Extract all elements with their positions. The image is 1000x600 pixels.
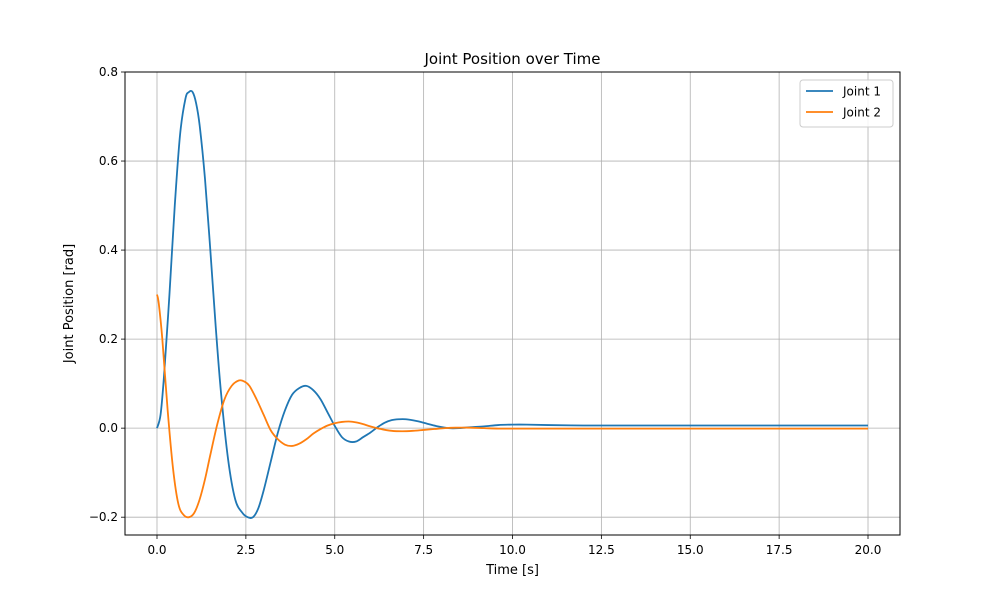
y-tick-label: 0.6 bbox=[99, 154, 118, 168]
x-tick-label: 15.0 bbox=[677, 543, 704, 557]
x-axis-ticks: 0.0 2.5 5.0 7.5 10.0 12.5 15.0 17.5 20.0 bbox=[147, 535, 881, 557]
x-tick-label: 17.5 bbox=[766, 543, 793, 557]
series-lines bbox=[156, 90, 868, 519]
y-tick-label: −0.2 bbox=[89, 510, 118, 524]
legend-label-joint-2: Joint 2 bbox=[842, 106, 881, 120]
x-tick-label: 20.0 bbox=[855, 543, 882, 557]
x-tick-label: 10.0 bbox=[499, 543, 526, 557]
x-tick-label: 7.5 bbox=[414, 543, 433, 557]
x-axis-label: Time [s] bbox=[485, 563, 539, 578]
x-tick-label: 2.5 bbox=[236, 543, 255, 557]
series-line-joint-2 bbox=[156, 294, 868, 519]
legend: Joint 1 Joint 2 bbox=[799, 79, 894, 128]
y-tick-label: 0.0 bbox=[99, 421, 118, 435]
y-axis-ticks: −0.2 0.0 0.2 0.4 0.6 0.8 bbox=[89, 65, 125, 524]
series-line-joint-1 bbox=[156, 90, 868, 519]
legend-label-joint-1: Joint 1 bbox=[842, 85, 881, 99]
y-tick-label: 0.4 bbox=[99, 243, 118, 257]
y-tick-label: 0.8 bbox=[99, 65, 118, 79]
x-tick-label: 5.0 bbox=[325, 543, 344, 557]
y-tick-label: 0.2 bbox=[99, 332, 118, 346]
x-tick-label: 12.5 bbox=[588, 543, 615, 557]
y-axis-label: Joint Position [rad] bbox=[62, 244, 77, 364]
chart-title: Joint Position over Time bbox=[423, 50, 600, 68]
x-tick-label: 0.0 bbox=[147, 543, 166, 557]
